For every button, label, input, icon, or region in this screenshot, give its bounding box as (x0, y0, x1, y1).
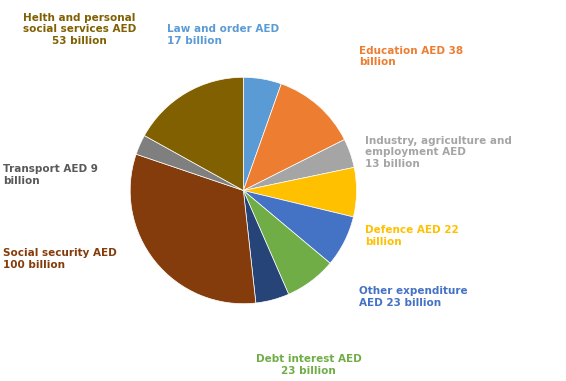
Wedge shape (243, 167, 357, 217)
Text: Law and order AED
17 billion: Law and order AED 17 billion (167, 24, 279, 46)
Text: Education AED 38
billion: Education AED 38 billion (359, 46, 464, 67)
Text: Debt interest AED
23 billion: Debt interest AED 23 billion (256, 354, 361, 376)
Text: Social security AED
100 billion: Social security AED 100 billion (3, 248, 117, 270)
Wedge shape (243, 84, 345, 190)
Text: Industry, agriculture and
employment AED
13 billion: Industry, agriculture and employment AED… (365, 136, 512, 169)
Wedge shape (243, 190, 353, 263)
Wedge shape (144, 77, 243, 190)
Wedge shape (243, 139, 354, 190)
Text: Transport AED 9
billion: Transport AED 9 billion (3, 165, 98, 186)
Wedge shape (130, 154, 256, 304)
Text: Defence AED 22
billion: Defence AED 22 billion (365, 226, 459, 247)
Text: Other expenditure
AED 23 billion: Other expenditure AED 23 billion (359, 287, 468, 308)
Wedge shape (243, 190, 289, 303)
Wedge shape (243, 77, 281, 190)
Text: Helth and personal
social services AED
53 billion: Helth and personal social services AED 5… (23, 13, 136, 46)
Wedge shape (136, 136, 243, 190)
Wedge shape (243, 190, 330, 294)
